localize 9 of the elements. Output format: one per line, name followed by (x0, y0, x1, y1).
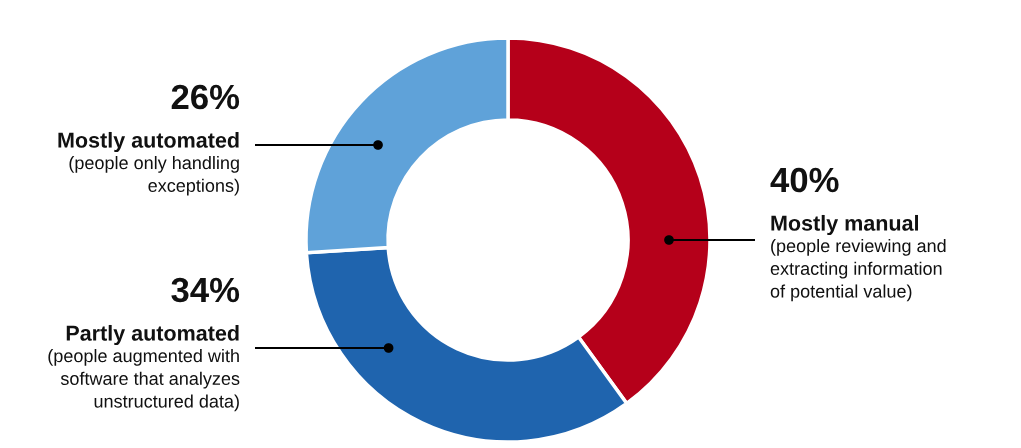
text: (people augmented with software that analyzes unstructured data) (48, 349, 240, 412)
data-label: 40% (770, 167, 839, 193)
slice-label: Partly automated (66, 324, 239, 346)
slice-label: Mostly automated (58, 131, 239, 153)
slice-label: Mostly manual (771, 214, 918, 236)
text: (people reviewing and extracting information of potential value) (770, 239, 946, 302)
data-label: 34% (171, 277, 240, 303)
data-label: 26% (171, 84, 240, 110)
text: (people only handling exceptions) (69, 156, 239, 196)
